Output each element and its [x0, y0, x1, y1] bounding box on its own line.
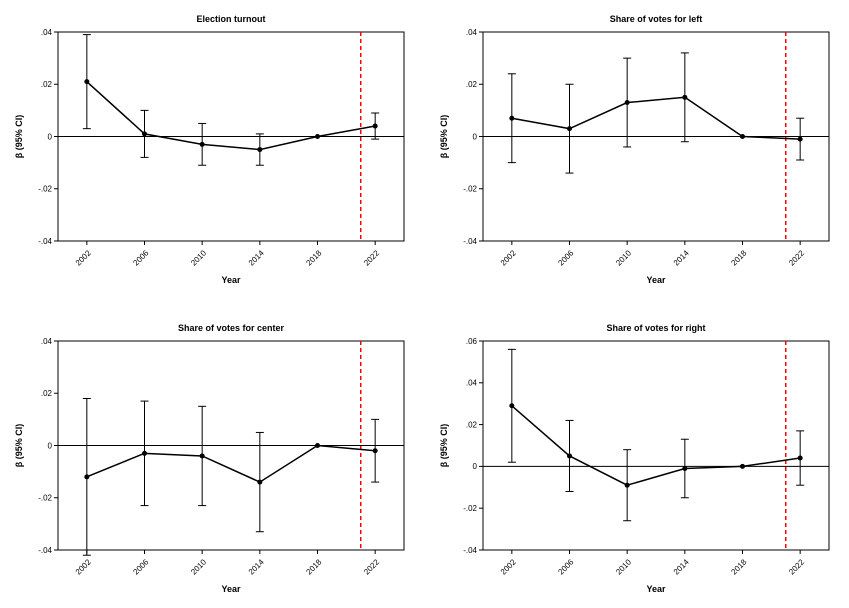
- svg-text:2014: 2014: [247, 557, 266, 576]
- svg-text:-.02: -.02: [38, 494, 52, 503]
- svg-text:2018: 2018: [304, 557, 323, 576]
- panel-election-turnout: 2002 2006 2010 2014 2018 2022 -.04 -.02 0 .02 .04 E…: [10, 10, 415, 289]
- svg-text:2014: 2014: [247, 248, 266, 267]
- svg-text:Year: Year: [221, 584, 241, 594]
- svg-text:2006: 2006: [556, 557, 575, 576]
- svg-text:.02: .02: [465, 80, 477, 89]
- svg-text:Share of votes for center: Share of votes for center: [178, 323, 285, 333]
- svg-text:β (95% CI): β (95% CI): [439, 424, 449, 468]
- svg-text:.04: .04: [41, 28, 53, 37]
- svg-text:2018: 2018: [304, 248, 323, 267]
- panel-votes-left: 2002 2006 2010 2014 2018 2022 -.04 -.02 0 .02 .04 S…: [435, 10, 840, 289]
- svg-text:.02: .02: [41, 80, 53, 89]
- svg-text:2010: 2010: [189, 557, 208, 576]
- svg-text:Year: Year: [221, 275, 241, 285]
- svg-text:2014: 2014: [671, 248, 690, 267]
- svg-text:2022: 2022: [787, 557, 806, 576]
- svg-text:2002: 2002: [498, 557, 517, 576]
- svg-text:.02: .02: [465, 420, 477, 429]
- svg-text:2006: 2006: [131, 248, 150, 267]
- svg-text:.04: .04: [465, 28, 477, 37]
- svg-text:.06: .06: [465, 337, 477, 346]
- svg-text:-.04: -.04: [38, 237, 52, 246]
- svg-text:β (95% CI): β (95% CI): [14, 115, 24, 159]
- svg-text:Year: Year: [646, 584, 666, 594]
- svg-text:0: 0: [472, 462, 477, 471]
- chart-grid: 2002 2006 2010 2014 2018 2022 -.04 -.02 0 .02 .04 E…: [10, 10, 839, 598]
- svg-text:-.04: -.04: [38, 546, 52, 555]
- svg-text:2018: 2018: [729, 248, 748, 267]
- svg-text:β (95% CI): β (95% CI): [14, 424, 24, 468]
- svg-text:Share of votes for right: Share of votes for right: [606, 323, 705, 333]
- svg-text:2018: 2018: [729, 557, 748, 576]
- svg-text:0: 0: [48, 132, 53, 141]
- svg-text:2002: 2002: [74, 557, 93, 576]
- svg-text:2014: 2014: [671, 557, 690, 576]
- svg-text:0: 0: [48, 441, 53, 450]
- svg-text:Share of votes for left: Share of votes for left: [609, 14, 702, 24]
- svg-text:-.02: -.02: [38, 185, 52, 194]
- svg-text:-.04: -.04: [463, 237, 477, 246]
- panel-votes-right: 2002 2006 2010 2014 2018 2022 -.04 -.02 0 .02 .04.…: [435, 319, 840, 598]
- svg-text:2002: 2002: [74, 248, 93, 267]
- svg-text:-.02: -.02: [463, 185, 477, 194]
- svg-text:-.04: -.04: [463, 546, 477, 555]
- svg-text:2010: 2010: [189, 248, 208, 267]
- svg-text:Election turnout: Election turnout: [197, 14, 266, 24]
- panel-votes-center: 2002 2006 2010 2014 2018 2022 -.04 -.02 0 .02 .04 S…: [10, 319, 415, 598]
- svg-text:2010: 2010: [614, 557, 633, 576]
- svg-text:.04: .04: [465, 379, 477, 388]
- svg-text:2006: 2006: [556, 248, 575, 267]
- svg-text:.04: .04: [41, 337, 53, 346]
- svg-text:Year: Year: [646, 275, 666, 285]
- svg-text:0: 0: [472, 132, 477, 141]
- svg-text:2010: 2010: [614, 248, 633, 267]
- svg-text:-.02: -.02: [463, 504, 477, 513]
- svg-text:2002: 2002: [498, 248, 517, 267]
- svg-text:2022: 2022: [362, 248, 381, 267]
- svg-text:2022: 2022: [362, 557, 381, 576]
- svg-text:2022: 2022: [787, 248, 806, 267]
- svg-text:2006: 2006: [131, 557, 150, 576]
- svg-text:.02: .02: [41, 389, 53, 398]
- svg-text:β (95% CI): β (95% CI): [439, 115, 449, 159]
